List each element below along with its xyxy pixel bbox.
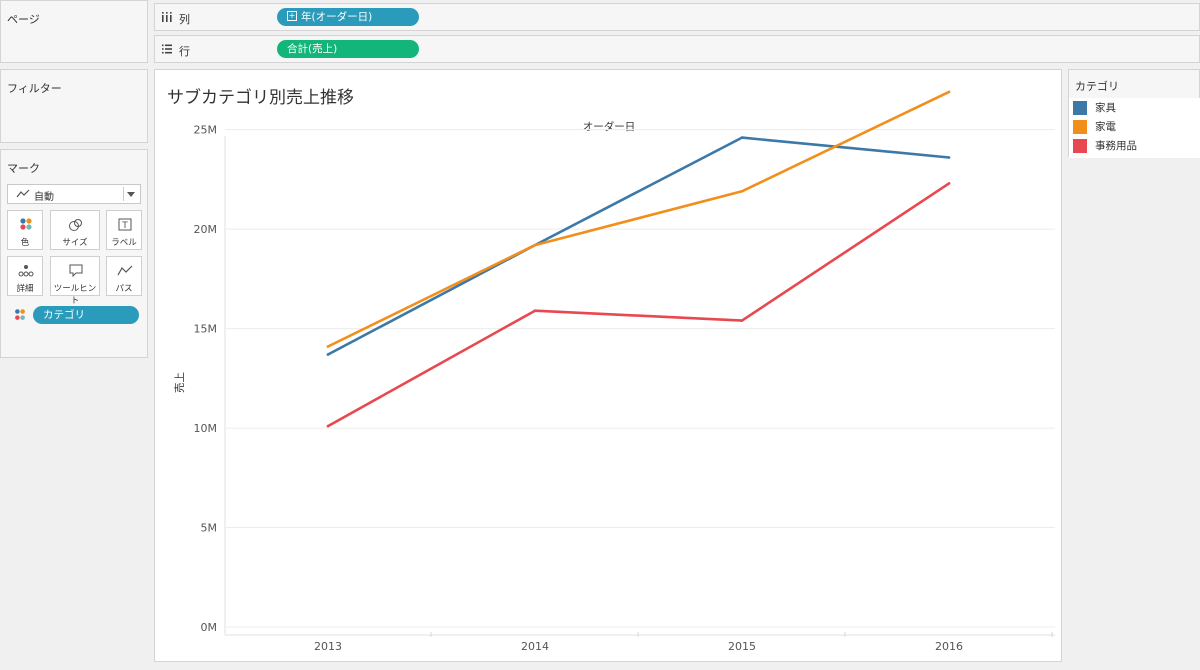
legend-title: カテゴリ [1075, 80, 1119, 93]
columns-pill-text: 年(オーダー日) [301, 11, 373, 23]
label-button-label: ラベル [111, 238, 137, 248]
legend-body [1069, 98, 1200, 158]
color-button-label: 色 [20, 238, 30, 248]
rows-shelf[interactable]: 行 合計(売上) [154, 35, 1200, 63]
color-field-pill[interactable]: カテゴリ [33, 306, 139, 324]
path-button[interactable]: パス [106, 256, 142, 296]
pages-title: ページ [7, 13, 40, 26]
data-point[interactable] [740, 319, 744, 322]
y-tick-label: 25M [194, 124, 218, 137]
y-tick-label: 10M [194, 422, 218, 435]
size-icon [69, 219, 82, 231]
data-point[interactable] [326, 353, 330, 356]
tooltip-button-label: ツールヒント [53, 284, 97, 306]
rows-pill-text: 合計(売上) [287, 43, 338, 55]
data-point[interactable] [947, 182, 951, 185]
data-point[interactable] [947, 156, 951, 159]
marks-panel: マーク 自動 色 サイズ T ラベル 詳細 [0, 149, 148, 358]
data-point[interactable] [740, 136, 744, 139]
path-icon [117, 265, 133, 276]
legend-swatch [1073, 120, 1087, 134]
y-tick-label: 15M [194, 323, 218, 336]
line-chart[interactable]: 0M 5M 10M 15M 20M 25M 2013 2014 2015 2016 [155, 70, 1061, 661]
svg-text:T: T [121, 221, 128, 231]
data-point[interactable] [533, 243, 537, 247]
series-line[interactable] [326, 136, 951, 356]
data-point[interactable] [740, 190, 744, 193]
chevron-down-icon [127, 192, 135, 197]
mark-type-text: 自動 [34, 192, 54, 203]
legend-panel: カテゴリ 家具 家電 事務用品 [1068, 69, 1200, 158]
size-button-label: サイズ [62, 238, 88, 248]
marks-title: マーク [7, 162, 40, 175]
columns-shelf[interactable]: 列 + 年(オーダー日) [154, 3, 1200, 31]
color-button[interactable]: 色 [7, 210, 43, 250]
color-field-icon [15, 309, 25, 320]
chart-title: サブカテゴリ別売上推移 [167, 88, 354, 108]
size-button[interactable]: サイズ [50, 210, 100, 250]
legend-label: 事務用品 [1095, 140, 1137, 152]
columns-pill[interactable]: + 年(オーダー日) [277, 8, 419, 26]
data-point[interactable] [326, 345, 330, 348]
detail-button-label: 詳細 [16, 284, 34, 294]
x-tick-label: 2016 [935, 640, 963, 653]
columns-icon [162, 12, 172, 22]
x-tick-label: 2013 [314, 640, 342, 653]
pages-panel: ページ [0, 0, 148, 63]
color-field-text: カテゴリ [43, 309, 85, 321]
dropdown-divider [123, 187, 124, 201]
rows-pill[interactable]: 合計(売上) [277, 40, 419, 58]
mark-type-dropdown[interactable]: 自動 [7, 184, 141, 204]
label-button[interactable]: T ラベル [106, 210, 142, 250]
y-tick-label: 5M [201, 522, 218, 535]
filters-title: フィルター [7, 82, 62, 95]
filters-panel[interactable]: フィルター [0, 69, 148, 143]
columns-label: 列 [179, 13, 190, 26]
series-line[interactable] [326, 90, 951, 348]
rows-icon [162, 44, 172, 54]
detail-icon [18, 265, 34, 277]
x-tick-label: 2015 [728, 640, 756, 653]
legend-swatch [1073, 101, 1087, 115]
data-point[interactable] [533, 309, 537, 312]
tooltip-icon [69, 264, 83, 278]
tooltip-button[interactable]: ツールヒント [50, 256, 100, 306]
path-button-label: パス [115, 284, 133, 294]
data-point[interactable] [947, 90, 951, 94]
detail-button[interactable]: 詳細 [7, 256, 43, 296]
expand-icon[interactable]: + [287, 11, 297, 21]
legend-label: 家具 [1095, 102, 1116, 114]
rows-label: 行 [179, 45, 190, 58]
legend-swatch [1073, 139, 1087, 153]
series-line[interactable] [326, 182, 951, 428]
line-mark-icon [16, 189, 30, 198]
y-tick-label: 20M [194, 223, 218, 236]
chart-panel: サブカテゴリ別売上推移 オーダー日 売上 0M 5M 10M 15M 20M 25M 201… [154, 69, 1062, 662]
data-point[interactable] [326, 424, 330, 428]
legend-label: 家電 [1095, 121, 1116, 133]
label-icon: T [118, 218, 132, 231]
color-icon [20, 218, 32, 230]
y-tick-label: 0M [201, 621, 218, 634]
x-tick-label: 2014 [521, 640, 549, 653]
